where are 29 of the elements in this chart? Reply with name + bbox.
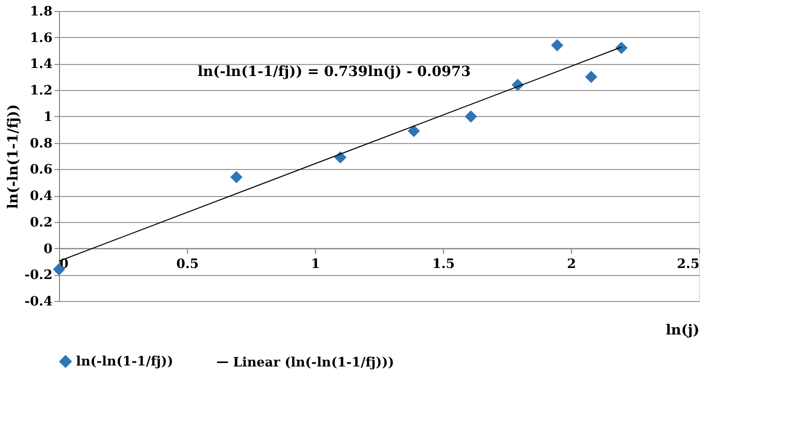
y-tick-label: -0.4: [24, 294, 52, 310]
y-tick-label: 1.4: [30, 57, 52, 72]
y-tick-label: 1.6: [30, 30, 52, 46]
point: [615, 42, 628, 54]
y-axis-title: ln(-ln(1-1/fj)): [5, 104, 22, 209]
y-tick-label: 0.2: [30, 215, 52, 230]
y-tick-label: 1.2: [30, 84, 52, 99]
y-tick-label: 0.4: [30, 189, 52, 204]
point: [230, 170, 243, 184]
point: [585, 70, 598, 84]
legend-label: Linear (ln(-ln(1-1/fj))): [233, 355, 394, 370]
x-tick-label: 1.5: [432, 256, 455, 272]
y-tick-label: 1.8: [30, 4, 52, 20]
x-axis-title: ln(j): [666, 322, 700, 338]
x-tick-label: 2.5: [676, 256, 700, 272]
y-tick-label: 0.6: [30, 162, 52, 178]
point: [551, 39, 564, 52]
y-tick-label: 0: [43, 242, 52, 257]
point: [408, 124, 420, 138]
x-tick-label: 0.5: [176, 256, 199, 272]
annotation: ln(-ln(1-1/fj)) = 0.739ln(j) - 0.0973: [198, 64, 471, 80]
y-tick-label: 1: [43, 110, 52, 125]
y-tick-label: -0.2: [24, 268, 52, 284]
x-tick-label: 2: [566, 256, 576, 272]
x-tick-label: 1: [310, 256, 320, 272]
y-tick-label: 0.8: [30, 136, 52, 152]
point: [464, 110, 478, 123]
point: [334, 151, 346, 164]
legend-label: ln(-ln(1-1/fj)): [76, 354, 174, 370]
